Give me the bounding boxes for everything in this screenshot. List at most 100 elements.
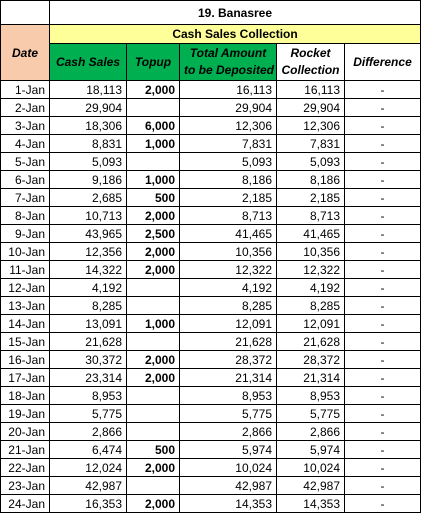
total-deposit-cell: 14,353 — [179, 494, 277, 513]
topup-cell — [126, 404, 180, 423]
column-header-row: Cash Sales Topup Total Amount to be Depos… — [1, 43, 421, 81]
cash-sales-cell: 14,322 — [49, 260, 127, 279]
topup-cell — [126, 386, 180, 405]
difference-cell: - — [343, 260, 421, 279]
total-deposit-cell: 2,185 — [179, 188, 277, 207]
date-cell: 5-Jan — [0, 152, 50, 171]
difference-cell: - — [343, 170, 421, 189]
difference-cell: - — [343, 80, 421, 99]
table-row: 19-Jan 5,775 5,775 5,775- — [0, 404, 421, 423]
date-cell: 12-Jan — [0, 278, 50, 297]
difference-cell: - — [343, 206, 421, 225]
table-row: 18-Jan 8,953 8,953 8,953- — [0, 386, 421, 405]
rocket-collection-cell: 28,372 — [276, 350, 345, 369]
rocket-collection-cell: 2,866 — [276, 422, 345, 441]
group-header-row: Date Cash Sales Collection — [0, 24, 421, 81]
table-row: 24-Jan 16,353 2,000 14,353 14,353- — [0, 494, 421, 513]
table-row: 9-Jan 43,965 2,500 41,465 41,465- — [0, 224, 421, 243]
difference-cell: - — [343, 188, 421, 207]
difference-cell: - — [343, 386, 421, 405]
rocket-collection-cell: 12,091 — [276, 314, 345, 333]
total-header-line2: to be Deposited — [184, 63, 275, 77]
topup-cell: 1,000 — [126, 314, 180, 333]
table-row: 21-Jan 6,474 500 5,974 5,974- — [0, 440, 421, 459]
date-cell: 22-Jan — [0, 458, 50, 477]
rocket-collection-cell: 8,186 — [276, 170, 345, 189]
difference-cell: - — [343, 314, 421, 333]
date-cell: 2-Jan — [0, 98, 50, 117]
difference-cell: - — [343, 152, 421, 171]
difference-cell: - — [343, 296, 421, 315]
rocket-collection-cell: 2,185 — [276, 188, 345, 207]
cash-sales-cell: 5,775 — [49, 404, 127, 423]
date-cell: 18-Jan — [0, 386, 50, 405]
difference-cell: - — [343, 476, 421, 495]
date-cell: 21-Jan — [0, 440, 50, 459]
table-row: 17-Jan 23,314 2,000 21,314 21,314- — [0, 368, 421, 387]
difference-cell: - — [343, 224, 421, 243]
total-deposit-cell: 7,831 — [179, 134, 277, 153]
total-deposit-cell: 8,953 — [179, 386, 277, 405]
topup-cell: 2,000 — [126, 242, 180, 261]
cash-sales-cell: 12,356 — [49, 242, 127, 261]
difference-cell: - — [343, 242, 421, 261]
cash-sales-cell: 16,353 — [49, 494, 127, 513]
total-deposit-cell: 2,866 — [179, 422, 277, 441]
cash-sales-cell: 8,953 — [49, 386, 127, 405]
cash-sales-cell: 30,372 — [49, 350, 127, 369]
topup-cell — [126, 98, 180, 117]
date-header: Date — [0, 24, 50, 81]
table-row: 8-Jan 10,713 2,000 8,713 8,713- — [0, 206, 421, 225]
cash-sales-cell: 2,866 — [49, 422, 127, 441]
topup-cell: 500 — [126, 440, 180, 459]
cash-sales-cell: 10,713 — [49, 206, 127, 225]
date-cell: 9-Jan — [0, 224, 50, 243]
rocket-collection-cell: 7,831 — [276, 134, 345, 153]
difference-cell: - — [343, 116, 421, 135]
topup-cell: 2,500 — [126, 224, 180, 243]
rocket-collection-cell: 29,904 — [276, 98, 345, 117]
date-cell: 6-Jan — [0, 170, 50, 189]
rocket-header-line1: Rocket — [290, 46, 331, 60]
table-row: 22-Jan 12,024 2,000 10,024 10,024- — [0, 458, 421, 477]
group-header: Cash Sales Collection — [48, 24, 421, 44]
topup-cell: 2,000 — [126, 350, 180, 369]
topup-cell: 1,000 — [126, 134, 180, 153]
total-deposit-cell: 28,372 — [179, 350, 277, 369]
table-row: 1-Jan 18,113 2,000 16,113 16,113- — [0, 80, 421, 99]
total-deposit-cell: 8,285 — [179, 296, 277, 315]
difference-cell: - — [343, 440, 421, 459]
rocket-collection-cell: 5,775 — [276, 404, 345, 423]
topup-header: Topup — [126, 43, 180, 81]
rocket-collection-header: Rocket Collection — [276, 43, 345, 81]
difference-cell: - — [343, 332, 421, 351]
topup-cell — [126, 278, 180, 297]
topup-cell — [126, 296, 180, 315]
topup-cell — [126, 476, 180, 495]
cash-sales-header: Cash Sales — [49, 43, 127, 81]
cash-sales-cell: 4,192 — [49, 278, 127, 297]
cash-sales-cell: 5,093 — [49, 152, 127, 171]
cash-sales-cell: 21,628 — [49, 332, 127, 351]
table-row: 12-Jan 4,192 4,192 4,192- — [0, 278, 421, 297]
difference-cell: - — [343, 494, 421, 513]
table-row: 14-Jan 13,091 1,000 12,091 12,091- — [0, 314, 421, 333]
total-deposit-cell: 12,091 — [179, 314, 277, 333]
topup-cell: 2,000 — [126, 206, 180, 225]
rocket-collection-cell: 4,192 — [276, 278, 345, 297]
cash-sales-cell: 23,314 — [49, 368, 127, 387]
topup-cell: 2,000 — [126, 260, 180, 279]
difference-header: Difference — [343, 43, 421, 81]
cash-sales-cell: 12,024 — [49, 458, 127, 477]
date-cell: 1-Jan — [0, 80, 50, 99]
total-deposit-cell: 4,192 — [179, 278, 277, 297]
date-cell: 20-Jan — [0, 422, 50, 441]
date-cell: 14-Jan — [0, 314, 50, 333]
topup-cell — [126, 152, 180, 171]
date-cell: 11-Jan — [0, 260, 50, 279]
rocket-collection-cell: 8,713 — [276, 206, 345, 225]
rocket-collection-cell: 5,093 — [276, 152, 345, 171]
rocket-collection-cell: 10,024 — [276, 458, 345, 477]
cash-sales-cell: 18,306 — [49, 116, 127, 135]
